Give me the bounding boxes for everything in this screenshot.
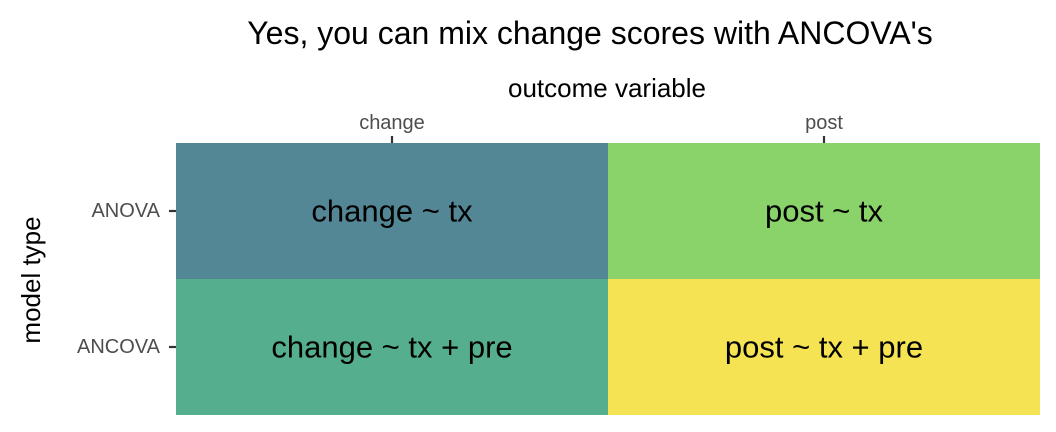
x-axis-ticks: change post: [359, 112, 843, 143]
cell-ancova-post: [608, 279, 1040, 415]
cell-anova-post: [608, 143, 1040, 279]
heatmap-cells: [176, 143, 1040, 415]
cell-label-ancova-post: post ~ tx + pre: [725, 330, 923, 365]
y-tick-label-anova: ANOVA: [91, 200, 160, 222]
cell-anova-change: [176, 143, 608, 279]
cell-ancova-change: [176, 279, 608, 415]
x-tick-label-change: change: [359, 112, 425, 134]
cell-label-anova-post: post ~ tx: [765, 194, 884, 229]
heatmap-cell-labels: change ~ tx post ~ tx change ~ tx + pre pos…: [271, 194, 923, 365]
chart-title: Yes, you can mix change scores with ANCO…: [247, 15, 933, 51]
x-axis-title: outcome variable: [508, 73, 706, 103]
y-axis-ticks: ANOVA ANCOVA: [77, 200, 176, 358]
cell-label-ancova-change: change ~ tx + pre: [271, 330, 512, 365]
y-axis-title: model type: [16, 216, 46, 343]
y-tick-label-ancova: ANCOVA: [77, 336, 161, 358]
x-tick-label-post: post: [805, 112, 843, 134]
cell-label-anova-change: change ~ tx: [311, 194, 473, 229]
